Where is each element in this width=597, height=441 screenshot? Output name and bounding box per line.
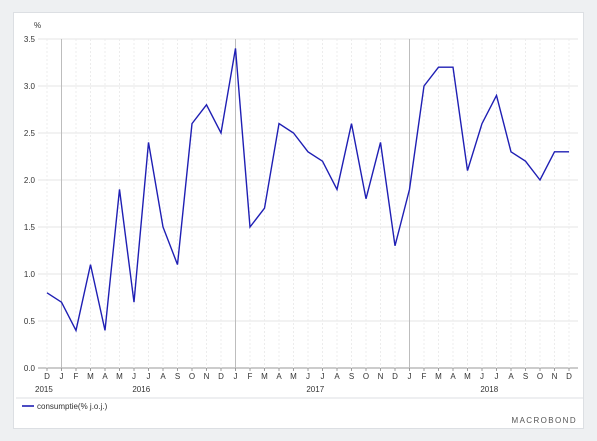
x-tick-label: J [306,372,310,381]
x-tick-label: A [334,372,340,381]
x-tick-label: M [116,372,123,381]
y-tick-label: 1.0 [24,270,36,279]
x-tick-label: S [175,372,180,381]
y-tick-label: 2.0 [24,176,36,185]
y-tick-label: 2.5 [24,129,36,138]
x-tick-label: J [408,372,412,381]
x-tick-label: S [523,372,528,381]
x-axis-year-labels: 2015 2016 2017 2018 [35,385,499,394]
macrobond-logo: MACROBOND [512,416,578,425]
y-tick-label: 0.5 [24,317,36,326]
x-tick-label: N [204,372,210,381]
x-tick-label: F [248,372,253,381]
x-tick-label: J [321,372,325,381]
x-tick-label: A [450,372,456,381]
x-year-label: 2018 [480,385,498,394]
y-tick-label: 1.5 [24,223,36,232]
series-lines [46,48,569,333]
x-tick-label: A [508,372,514,381]
x-year-label: 2015 [35,385,53,394]
x-tick-label: S [349,372,354,381]
x-tick-label: M [290,372,297,381]
x-tick-label: O [537,372,543,381]
x-tick-label: O [363,372,369,381]
legend-label: consumptie(% j.o.j.) [37,402,108,411]
x-tick-label: D [566,372,572,381]
x-tick-label: D [392,372,398,381]
y-tick-label: 3.5 [24,35,36,44]
y-axis-ticks: 0.0 0.5 1.0 1.5 2.0 2.5 3.0 3.5 [24,35,36,373]
x-year-label: 2017 [306,385,324,394]
x-tick-label: M [87,372,94,381]
y-tick-label: 0.0 [24,364,36,373]
x-tick-label: J [234,372,238,381]
x-tick-label: J [495,372,499,381]
x-tick-label: A [276,372,282,381]
x-tick-label: N [552,372,558,381]
x-tick-label: M [464,372,471,381]
x-tick-label: N [378,372,384,381]
x-tick-label: J [132,372,136,381]
x-tick-label: F [74,372,79,381]
y-tick-label: 3.0 [24,82,36,91]
x-tick-label: J [60,372,64,381]
x-tick-label: D [218,372,224,381]
x-tick-label: M [435,372,442,381]
series-line [46,48,569,333]
grid-lines [38,38,578,369]
x-tick-label: O [189,372,195,381]
y-axis-unit-label: % [34,21,41,30]
x-tick-label: D [44,372,50,381]
legend: consumptie(% j.o.j.) [22,402,108,411]
x-tick-label: F [422,372,427,381]
x-tick-label: J [480,372,484,381]
x-year-label: 2016 [132,385,150,394]
x-tick-label: A [160,372,166,381]
x-tick-label: J [147,372,151,381]
x-tick-label: A [102,372,108,381]
x-tick-label: M [261,372,268,381]
